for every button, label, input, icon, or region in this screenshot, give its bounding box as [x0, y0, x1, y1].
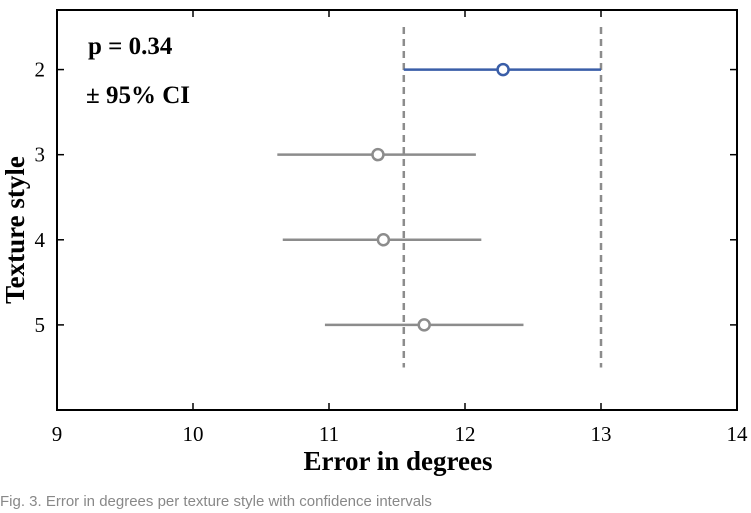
x-tick-label-10: 10 — [183, 422, 204, 446]
mean-marker-2 — [496, 62, 510, 77]
y-axis-ticks: 2 3 4 5 — [35, 58, 737, 337]
ci-annotation: ± 95% CI — [86, 82, 190, 109]
x-tick-label-11: 11 — [319, 422, 339, 446]
mean-marker-4 — [376, 233, 391, 247]
mean-marker-3 — [371, 147, 385, 162]
x-tick-label-12: 12 — [455, 422, 476, 446]
x-axis-title: Error in degrees — [304, 446, 493, 476]
y-tick-label-4: 4 — [35, 228, 46, 252]
x-tick-label-13: 13 — [591, 422, 612, 446]
error-bars — [277, 62, 601, 332]
x-tick-label-14: 14 — [727, 422, 749, 446]
reference-lines — [402, 27, 603, 368]
y-tick-label-2: 2 — [35, 58, 46, 82]
mean-marker-5 — [417, 318, 431, 332]
y-tick-label-3: 3 — [35, 143, 46, 167]
x-axis-ticks: 9 10 11 12 13 14 — [52, 10, 748, 446]
p-value-annotation: p = 0.34 — [88, 33, 173, 60]
x-tick-label-9: 9 — [52, 422, 63, 446]
plot-area-frame — [56, 9, 738, 411]
y-axis-title: Texture style — [0, 156, 30, 304]
y-tick-label-5: 5 — [35, 313, 46, 337]
chart-figure: 9 10 11 12 13 14 2 3 4 5 p = 0.34 ± 95% CI Error… — [0, 9, 748, 476]
figure-caption: Fig. 3. Error in degrees per texture sty… — [0, 493, 432, 510]
